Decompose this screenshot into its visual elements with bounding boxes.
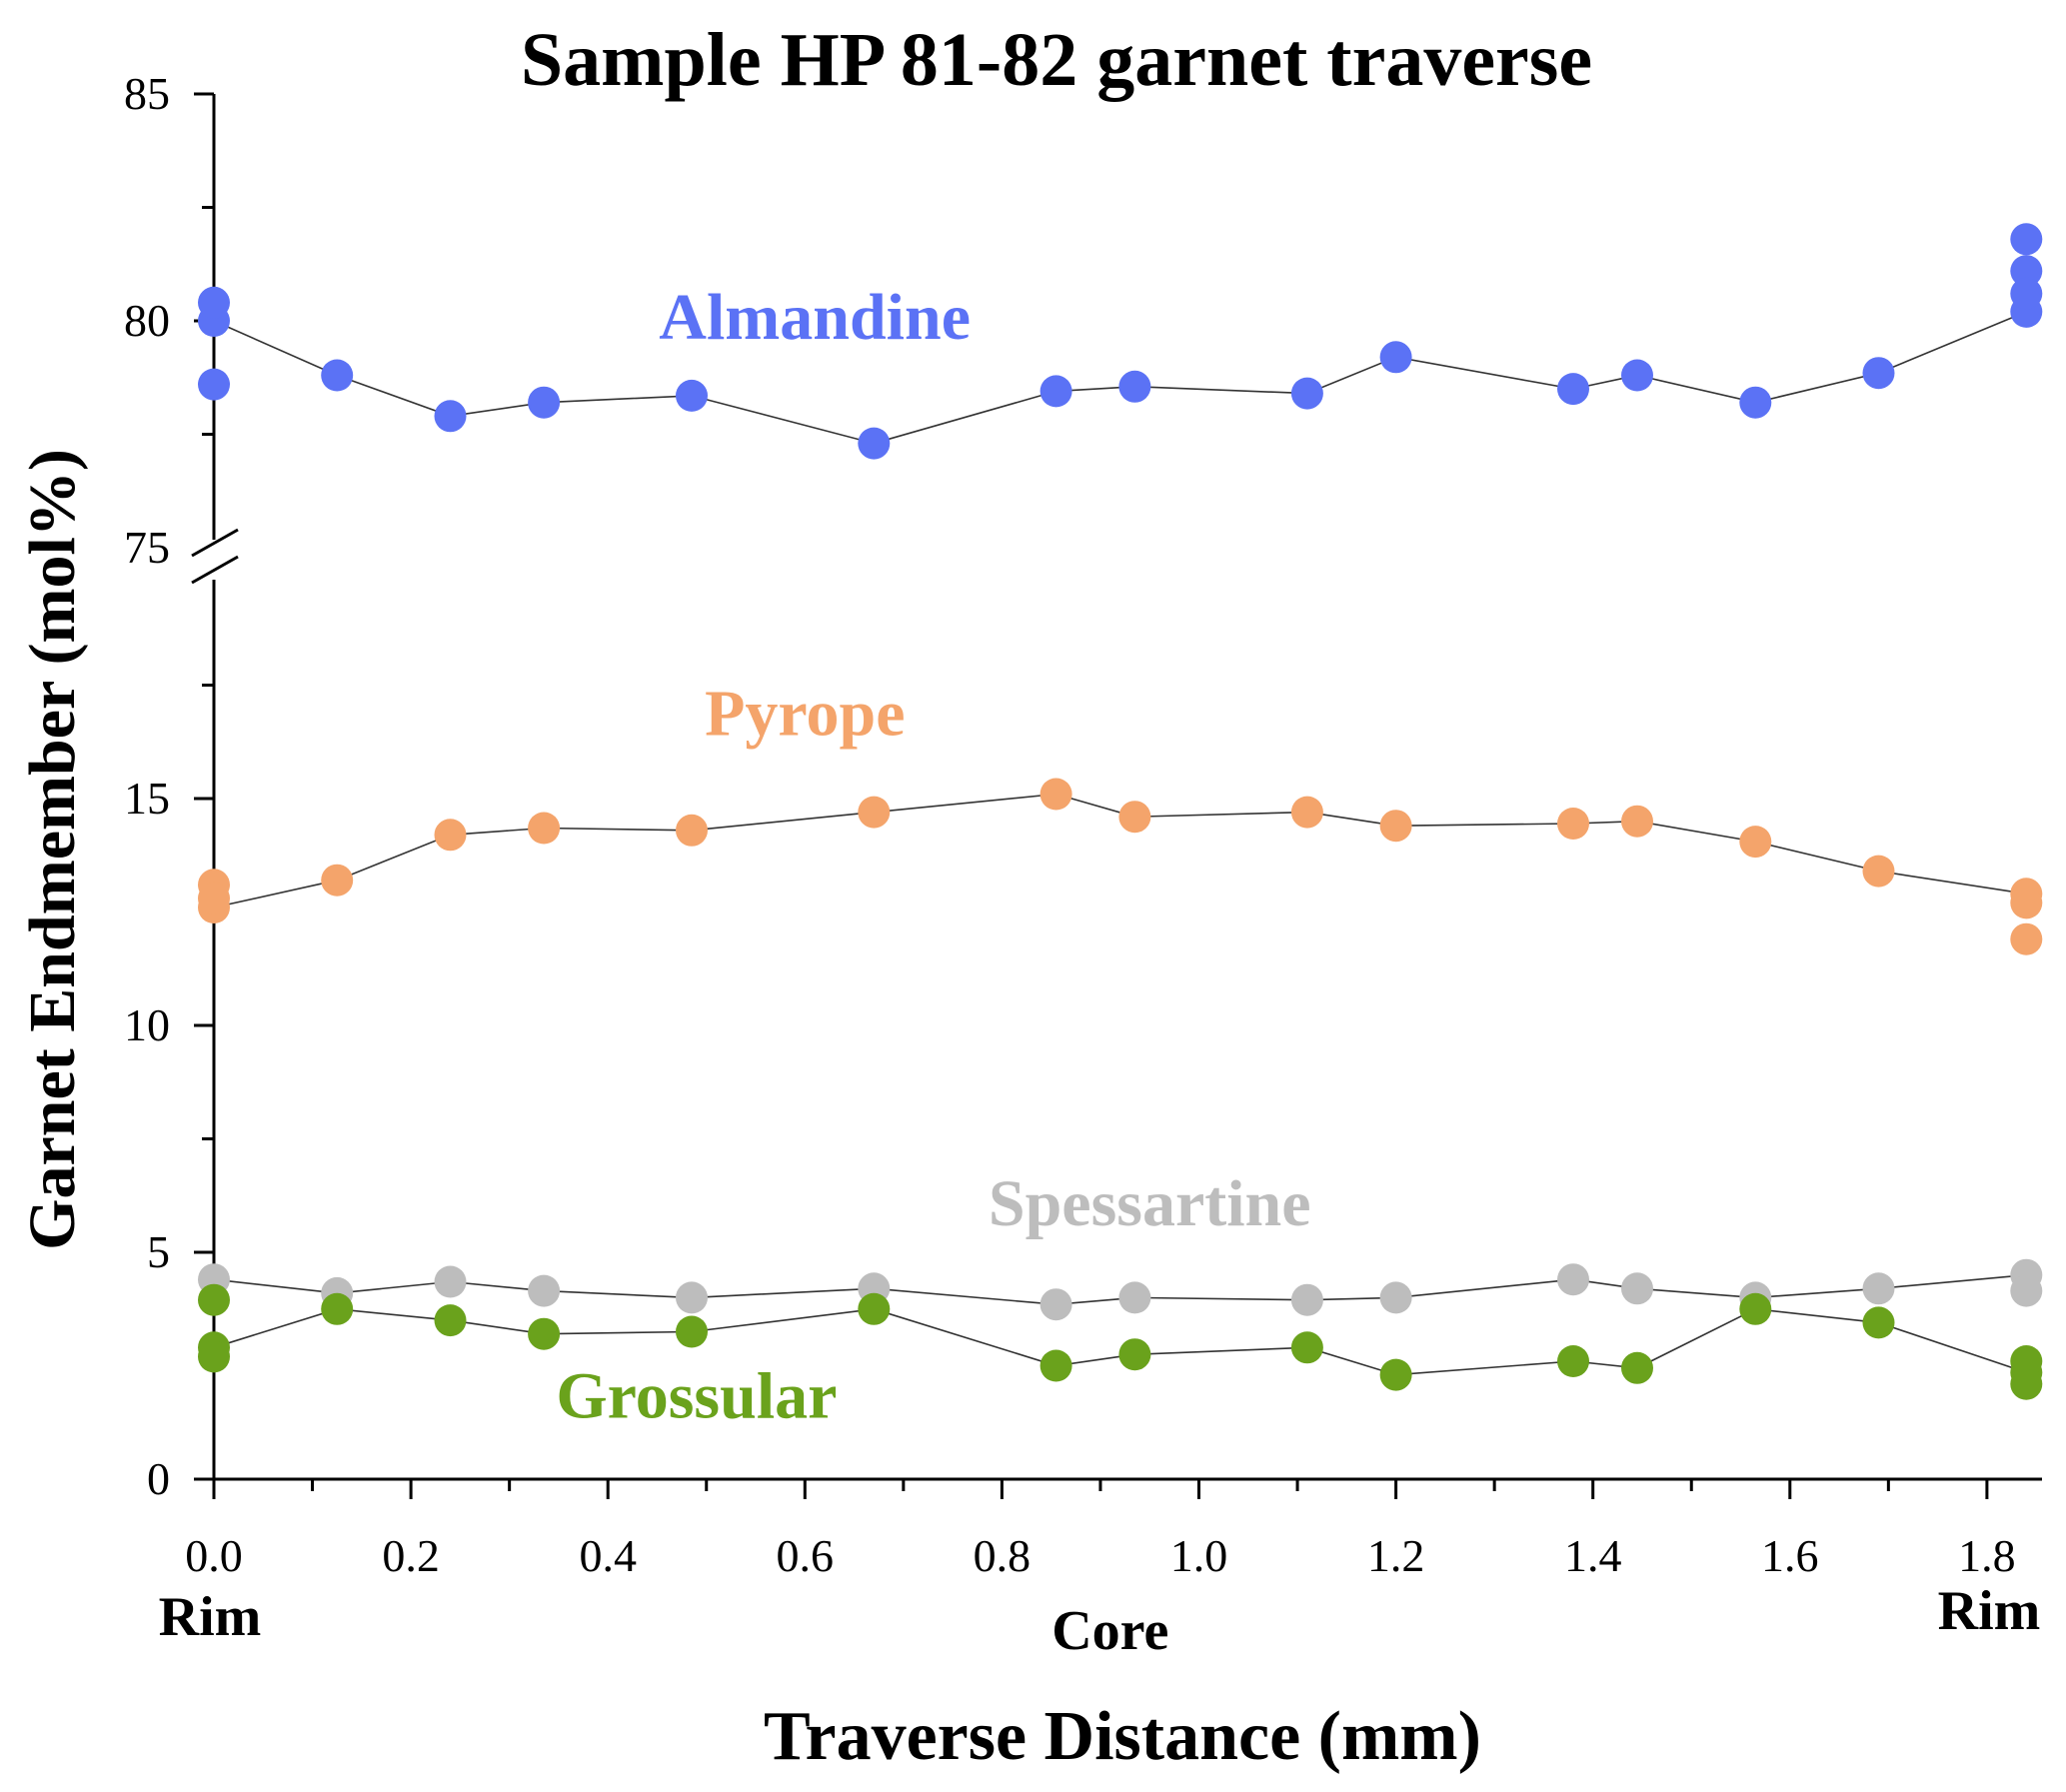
axis-break-mark [191, 528, 239, 558]
grossular-point [321, 1292, 354, 1325]
almandine-point [858, 427, 891, 460]
spessartine-point [1290, 1283, 1323, 1316]
grossular-point [1290, 1331, 1323, 1364]
pyrope-point [1621, 805, 1653, 838]
pyrope-point [1739, 826, 1772, 859]
x-tick-label: 0.4 [579, 1530, 637, 1581]
x-tick-label: 0.2 [382, 1530, 440, 1581]
almandine-point [1039, 375, 1072, 408]
grossular-label: Grossular [556, 1360, 837, 1433]
position-label: Rim [159, 1586, 262, 1648]
almandine-point [198, 368, 230, 401]
y-axis-label: Garnet Endmember (mol%) [16, 449, 89, 1250]
almandine-point [198, 286, 230, 319]
almandine-point [1621, 359, 1653, 392]
x-tick-label: 1.4 [1564, 1530, 1622, 1581]
pyrope-point [1379, 810, 1412, 843]
grossular-point [1039, 1349, 1072, 1382]
pyrope-point [2010, 887, 2043, 919]
pyrope-point [528, 812, 561, 845]
almandine-point [1862, 357, 1895, 390]
y-tick-label: 10 [124, 999, 170, 1050]
almandine-point [434, 400, 467, 433]
almandine-label: Almandine [659, 281, 971, 354]
position-label: Rim [1938, 1580, 2041, 1642]
pyrope-point [1118, 801, 1151, 834]
pyrope-label: Pyrope [705, 677, 905, 750]
spessartine-point [2010, 1274, 2043, 1307]
grossular-point [198, 1283, 230, 1316]
pyrope-point [434, 819, 467, 852]
y-tick-label: 5 [147, 1226, 170, 1277]
almandine-line [213, 311, 2027, 445]
spessartine-point [1039, 1288, 1072, 1321]
almandine-point [2010, 255, 2043, 288]
grossular-point [858, 1292, 891, 1325]
x-tick-label: 1.0 [1170, 1530, 1228, 1581]
grossular-point [1118, 1338, 1151, 1371]
y-tick-label: 15 [124, 773, 170, 824]
almandine-point [2010, 223, 2043, 256]
grossular-point [2010, 1367, 2043, 1400]
almandine-point [321, 359, 354, 392]
pyrope-point [1557, 808, 1589, 840]
y-tick-label: 80 [124, 295, 170, 346]
x-tick-label: 1.6 [1761, 1530, 1819, 1581]
grossular-point [676, 1315, 708, 1348]
spessartine-point [1862, 1272, 1895, 1305]
pyrope-point [858, 796, 891, 829]
y-tick-label: 0 [147, 1453, 170, 1504]
pyrope-point [198, 882, 230, 914]
almandine-point [1739, 386, 1772, 419]
almandine-point [1379, 341, 1412, 374]
spessartine-point [676, 1281, 708, 1314]
grossular-point [1557, 1345, 1589, 1377]
almandine-point [1118, 370, 1151, 403]
pyrope-point [1039, 778, 1072, 811]
almandine-point [1557, 373, 1589, 406]
x-tick-label: 0.8 [974, 1530, 1032, 1581]
position-label: Core [1051, 1600, 1168, 1662]
almandine-point [676, 379, 708, 412]
grossular-point [1379, 1358, 1412, 1391]
spessartine-point [1621, 1272, 1653, 1305]
x-tick-label: 1.8 [1958, 1530, 2016, 1581]
almandine-point [528, 386, 561, 419]
spessartine-point [528, 1274, 561, 1307]
y-tick-label: 75 [124, 522, 170, 573]
x-tick-label: 0.6 [777, 1530, 835, 1581]
grossular-point [2010, 1345, 2043, 1377]
x-axis-label: Traverse Distance (mm) [764, 1698, 1481, 1775]
pyrope-point [1290, 796, 1323, 829]
axis-break-mark [191, 555, 239, 585]
series-points [198, 223, 2043, 1400]
axes: 0.0 0.2 0.4 0.6 0.8 1.0 1.2 1.4 1.6 1.8 0 5 10 15 75 80… [124, 68, 2042, 1662]
x-tick-label: 0.0 [185, 1530, 243, 1581]
spessartine-point [434, 1265, 467, 1298]
grossular-point [528, 1317, 561, 1350]
pyrope-point [1862, 855, 1895, 888]
pyrope-point [321, 864, 354, 896]
spessartine-point [1557, 1263, 1589, 1296]
almandine-point [2010, 277, 2043, 310]
spessartine-point [1379, 1281, 1412, 1314]
almandine-point [1290, 377, 1323, 410]
grossular-point [1621, 1351, 1653, 1384]
pyrope-point [676, 814, 708, 847]
chart-title: Sample HP 81-82 garnet traverse [521, 18, 1592, 102]
spessartine-point [1118, 1281, 1151, 1314]
spessartine-label: Spessartine [989, 1167, 1311, 1240]
pyrope-point [2010, 922, 2043, 955]
series-labels: Almandine Pyrope Spessartine Grossular [556, 281, 1310, 1433]
grossular-point [434, 1304, 467, 1337]
grossular-point [1739, 1292, 1772, 1325]
x-tick-label: 1.2 [1367, 1530, 1425, 1581]
grossular-point [1862, 1306, 1895, 1339]
y-tick-label: 85 [124, 68, 170, 119]
grossular-point [198, 1340, 230, 1373]
